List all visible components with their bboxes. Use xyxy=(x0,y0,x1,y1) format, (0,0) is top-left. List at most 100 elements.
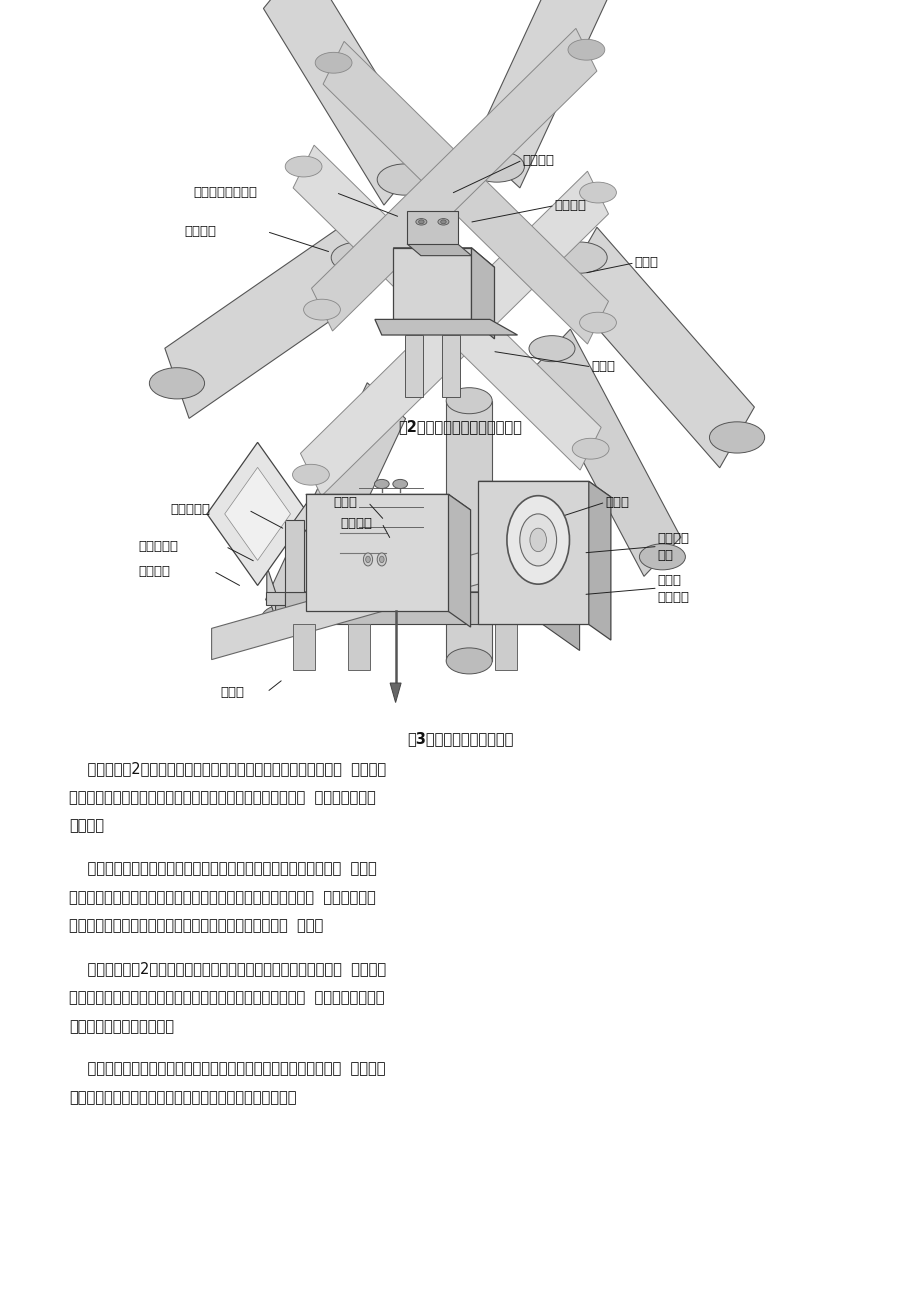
Ellipse shape xyxy=(418,220,424,224)
Text: 激光发: 激光发 xyxy=(657,574,681,587)
Ellipse shape xyxy=(519,514,556,566)
Polygon shape xyxy=(448,494,471,627)
Polygon shape xyxy=(533,329,680,576)
Polygon shape xyxy=(406,245,471,255)
Ellipse shape xyxy=(579,182,616,203)
Text: 激光接收: 激光接收 xyxy=(657,532,689,545)
Polygon shape xyxy=(306,494,448,611)
Ellipse shape xyxy=(506,496,569,584)
Polygon shape xyxy=(266,382,405,636)
Ellipse shape xyxy=(363,553,372,566)
Polygon shape xyxy=(562,228,754,468)
Polygon shape xyxy=(542,592,579,650)
Text: 连接杆: 连接杆 xyxy=(221,686,244,699)
Text: 使本装置能方便应用于水平腹杆粗细不同的塔式起重机上。: 使本装置能方便应用于水平腹杆粗细不同的塔式起重机上。 xyxy=(69,1090,296,1106)
Polygon shape xyxy=(294,501,308,546)
Polygon shape xyxy=(224,467,290,561)
Polygon shape xyxy=(404,334,423,397)
Text: 调节槽: 调节槽 xyxy=(333,496,357,509)
Text: 直角定位板: 直角定位板 xyxy=(170,503,210,516)
Text: 图3监控装置核心构件示意: 图3监控装置核心构件示意 xyxy=(406,731,513,747)
Text: 调节螺栓: 调节螺栓 xyxy=(340,516,372,530)
Polygon shape xyxy=(312,29,596,330)
Polygon shape xyxy=(494,624,516,670)
Polygon shape xyxy=(301,172,607,496)
Ellipse shape xyxy=(528,336,574,362)
Polygon shape xyxy=(406,211,458,245)
Polygon shape xyxy=(293,146,600,470)
Ellipse shape xyxy=(392,479,407,488)
Text: 同一安装板上2个直角连接件的直角棱边的方向相互垂直，连接时  安装板可: 同一安装板上2个直角连接件的直角棱边的方向相互垂直，连接时 安装板可 xyxy=(69,961,386,977)
Polygon shape xyxy=(267,566,276,618)
Ellipse shape xyxy=(149,368,204,399)
Polygon shape xyxy=(285,592,542,624)
Polygon shape xyxy=(390,683,401,703)
Ellipse shape xyxy=(639,544,685,570)
Polygon shape xyxy=(263,0,425,206)
Text: 水平腹杆: 水平腹杆 xyxy=(184,225,216,238)
Ellipse shape xyxy=(374,479,389,488)
Polygon shape xyxy=(588,481,610,640)
Polygon shape xyxy=(441,334,460,397)
Text: 激光垂直检测机构: 激光垂直检测机构 xyxy=(193,186,257,199)
Polygon shape xyxy=(473,0,610,187)
Ellipse shape xyxy=(469,151,524,182)
Polygon shape xyxy=(323,42,607,343)
Ellipse shape xyxy=(303,299,340,320)
Ellipse shape xyxy=(437,219,448,225)
Ellipse shape xyxy=(366,557,370,563)
Text: 稳定性。: 稳定性。 xyxy=(69,818,104,834)
Ellipse shape xyxy=(315,52,352,73)
Polygon shape xyxy=(375,319,516,334)
Ellipse shape xyxy=(292,464,329,485)
Text: 安装板靠近2个水平腹杆的两侧分别安装直角定位板，并通过穿过  调节槽的: 安装板靠近2个水平腹杆的两侧分别安装直角定位板，并通过穿过 调节槽的 xyxy=(69,761,386,777)
Ellipse shape xyxy=(380,557,384,563)
Text: 直角扣件: 直角扣件 xyxy=(138,565,170,578)
Ellipse shape xyxy=(579,312,616,333)
Text: 定位结构: 定位结构 xyxy=(554,199,586,212)
Text: 射收装置: 射收装置 xyxy=(657,591,689,604)
Polygon shape xyxy=(285,520,303,592)
Text: 接收区，上层垂直度监控装置的激光发射装置的发射端对准接收  区的中心。对: 接收区，上层垂直度监控装置的激光发射装置的发射端对准接收 区的中心。对 xyxy=(69,890,375,905)
Polygon shape xyxy=(446,401,492,661)
Ellipse shape xyxy=(709,422,764,453)
Ellipse shape xyxy=(551,242,607,273)
Ellipse shape xyxy=(567,39,604,60)
Polygon shape xyxy=(292,624,314,670)
Text: 安装板的支撑效果较好，支撑板不容易变形，易于组装时  定位。: 安装板的支撑效果较好，支撑板不容易变形，易于组装时 定位。 xyxy=(69,919,323,934)
Polygon shape xyxy=(207,442,308,585)
Ellipse shape xyxy=(446,648,492,674)
Text: 主弦杆: 主弦杆 xyxy=(634,256,658,269)
Text: 减少激光发射产生的误差。: 减少激光发射产生的误差。 xyxy=(69,1019,174,1034)
Text: 直角连接件和直角扣件通过安装在翻边上的螺栓固定连接，并预留  有空隙，: 直角连接件和直角扣件通过安装在翻边上的螺栓固定连接，并预留 有空隙， xyxy=(69,1062,385,1077)
Text: 调节螺栓固定。这样通过调节直角定位板能抵紧水平腹杆，提  高本装置安装的: 调节螺栓固定。这样通过调节直角定位板能抵紧水平腹杆，提 高本装置安装的 xyxy=(69,790,375,805)
Polygon shape xyxy=(306,494,471,510)
Text: 激光发射装置设在安装板底部，激光接收装置设在安装板上部，顶  部具有: 激光发射装置设在安装板底部，激光接收装置设在安装板上部，顶 部具有 xyxy=(69,861,377,877)
Polygon shape xyxy=(347,624,369,670)
Ellipse shape xyxy=(529,528,546,552)
Ellipse shape xyxy=(377,164,432,195)
Text: 图2监控装置安装结构剖面示意: 图2监控装置安装结构剖面示意 xyxy=(398,419,521,435)
Ellipse shape xyxy=(377,553,386,566)
Polygon shape xyxy=(285,592,579,618)
Polygon shape xyxy=(165,222,370,419)
Ellipse shape xyxy=(572,438,608,459)
Text: 连接构件: 连接构件 xyxy=(522,154,554,167)
Ellipse shape xyxy=(331,242,386,273)
Ellipse shape xyxy=(446,388,492,414)
Text: 直角连接件: 直角连接件 xyxy=(138,540,177,553)
Text: 保证水平，沿同一主弦杆方向上下设置，可较好地保证各个装  置设置的同轴度，: 保证水平，沿同一主弦杆方向上下设置，可较好地保证各个装 置设置的同轴度， xyxy=(69,990,384,1006)
Polygon shape xyxy=(471,247,494,338)
Polygon shape xyxy=(478,481,588,624)
Polygon shape xyxy=(478,481,610,497)
Ellipse shape xyxy=(262,605,308,631)
Text: 装置: 装置 xyxy=(657,549,673,562)
Ellipse shape xyxy=(415,219,426,225)
Polygon shape xyxy=(211,550,487,660)
Ellipse shape xyxy=(440,220,446,224)
Polygon shape xyxy=(267,592,285,605)
Polygon shape xyxy=(393,247,494,268)
Ellipse shape xyxy=(363,388,409,414)
Polygon shape xyxy=(393,247,471,319)
Text: 接收区: 接收区 xyxy=(605,496,629,509)
